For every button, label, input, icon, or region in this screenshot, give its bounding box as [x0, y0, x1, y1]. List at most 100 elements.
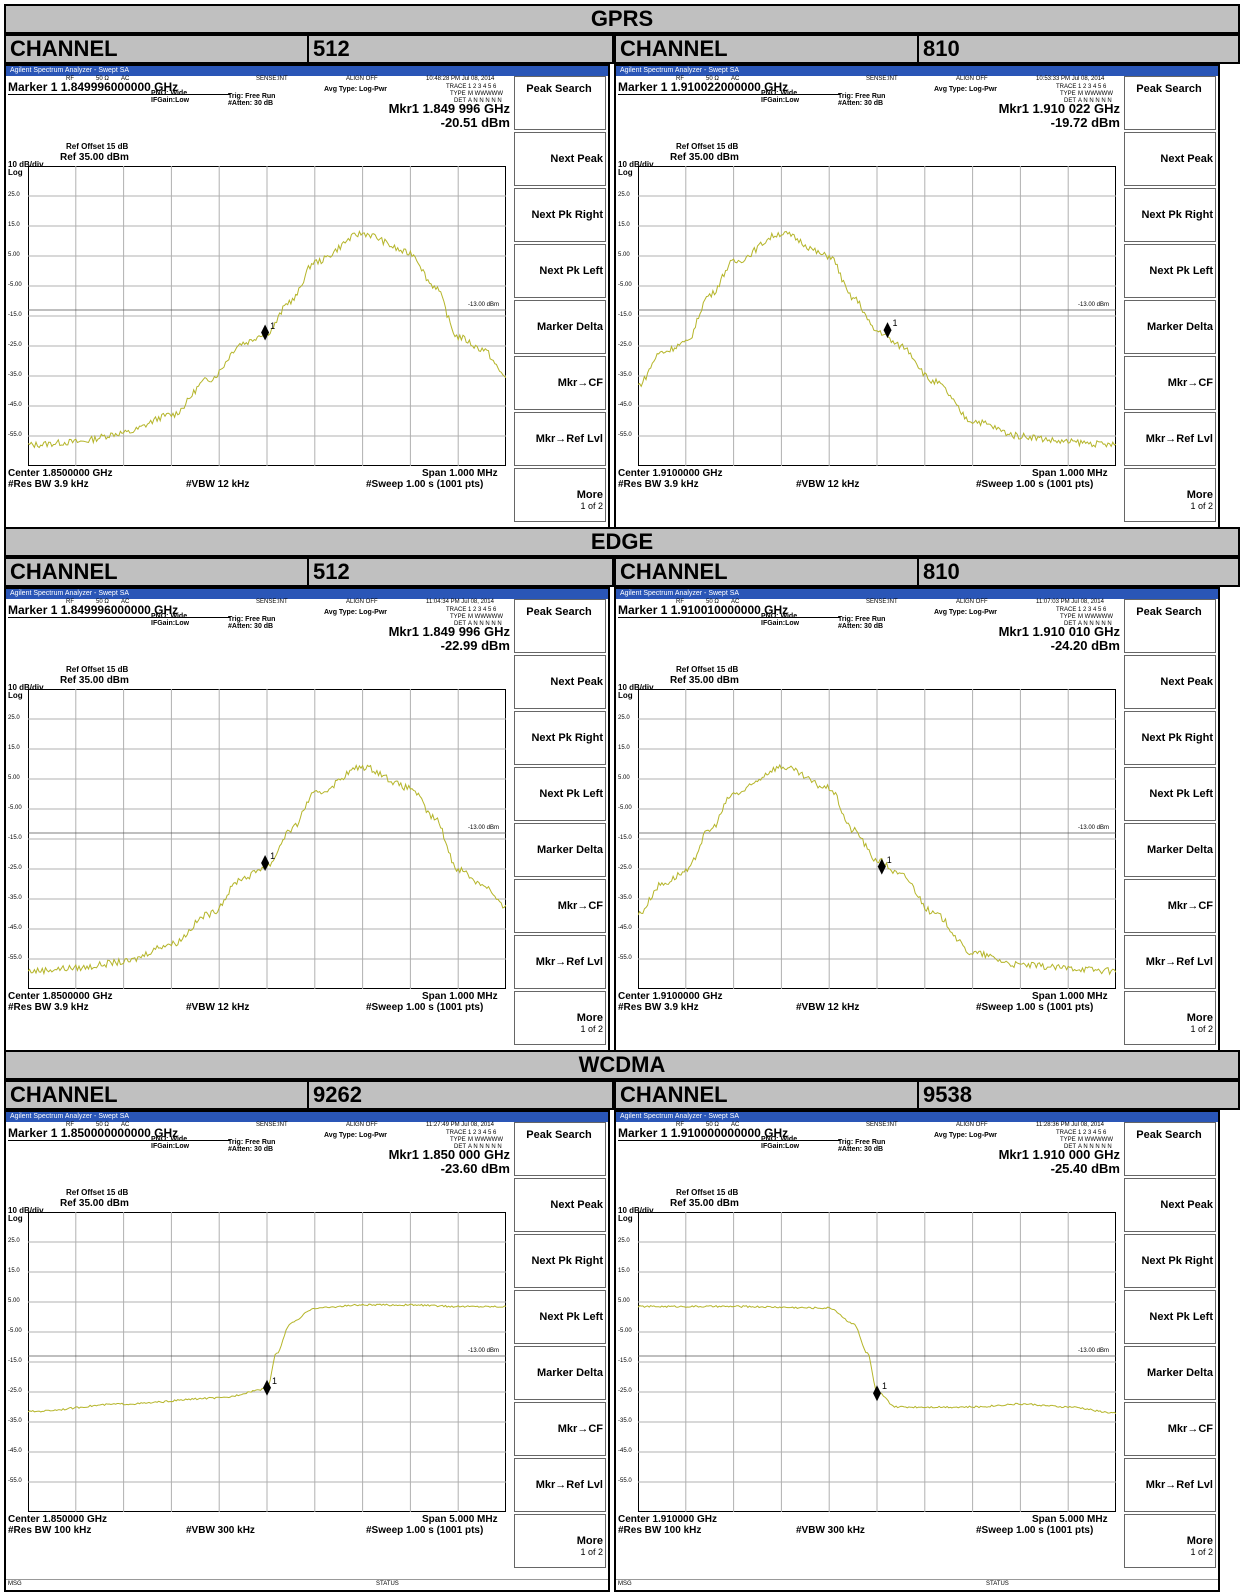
trace-digits: 1 2 3 4 5 6 [468, 607, 497, 613]
softkey-mkr-ref-lvl[interactable]: Mkr→Ref Lvl [514, 1458, 606, 1512]
log-label: Log [8, 168, 23, 177]
app-titlebar: Agilent Spectrum Analyzer - Swept SA [6, 66, 608, 76]
softkey-mkr-cf[interactable]: Mkr→CF [514, 356, 606, 410]
softkey-next-peak[interactable]: Next Peak [514, 655, 606, 709]
marker-frequency-readout[interactable]: Marker 1 1.910000000000 GHz [618, 1126, 840, 1141]
softkey-more[interactable]: More 1 of 2 [1124, 1514, 1216, 1568]
softkey-mkr-cf[interactable]: Mkr→CF [514, 879, 606, 933]
softkey-marker-delta[interactable]: Marker Delta [514, 823, 606, 877]
ifgain-label: IFGain:Low [761, 97, 800, 104]
spectrum-plot [638, 166, 1116, 466]
vbw-label: #VBW 12 kHz [186, 1002, 250, 1013]
softkey-peak-search[interactable]: Peak Search [1124, 1122, 1216, 1176]
marker-frequency-readout[interactable]: Marker 1 1.850000000000 GHz [8, 1126, 230, 1141]
marker-diamond-icon[interactable] [883, 322, 892, 339]
softkey-next-peak[interactable]: Next Peak [514, 1178, 606, 1232]
softkey-peak-search[interactable]: Peak Search [514, 599, 606, 653]
softkey-next-pk-right[interactable]: Next Pk Right [514, 711, 606, 765]
softkey-more[interactable]: More 1 of 2 [514, 991, 606, 1045]
softkey-mkr-ref-lvl[interactable]: Mkr→Ref Lvl [1124, 935, 1216, 989]
softkey-mkr-cf[interactable]: Mkr→CF [514, 1402, 606, 1456]
type-values: M WWWWW [468, 1137, 503, 1143]
marker-diamond-icon[interactable] [263, 1379, 271, 1396]
softkey-next-peak[interactable]: Next Peak [1124, 1178, 1216, 1232]
trace-row-label: TRACE [446, 84, 467, 90]
status-indicator[interactable]: STATUS [986, 1581, 1009, 1587]
softkey-next-peak[interactable]: Next Peak [1124, 655, 1216, 709]
softkey-next-pk-left[interactable]: Next Pk Left [514, 244, 606, 298]
ref-offset-label: Ref Offset 15 dB [66, 1188, 129, 1197]
softkey-mkr-ref-lvl[interactable]: Mkr→Ref Lvl [514, 412, 606, 466]
center-frequency: Center 1.9100000 GHz [618, 991, 723, 1002]
softkey-mkr-ref-lvl[interactable]: Mkr→Ref Lvl [1124, 412, 1216, 466]
ref-offset-label: Ref Offset 15 dB [676, 1188, 739, 1197]
y-tick-label: -15.0 [618, 312, 632, 318]
impedance-label: 50 Ω [706, 599, 719, 605]
softkey-next-pk-left[interactable]: Next Pk Left [514, 767, 606, 821]
softkey-next-peak[interactable]: Next Peak [514, 132, 606, 186]
timestamp: 10:48:28 PM Jul 08, 2014 [426, 76, 495, 82]
marker-frequency-readout[interactable]: Marker 1 1.910010000000 GHz [618, 603, 840, 618]
marker-readout-amplitude: -22.99 dBm [440, 638, 510, 653]
type-row-label: TYPE [1060, 614, 1076, 620]
softkey-marker-delta[interactable]: Marker Delta [514, 1346, 606, 1400]
softkey-next-pk-left[interactable]: Next Pk Left [1124, 1290, 1216, 1344]
marker-diamond-icon[interactable] [877, 858, 886, 875]
softkey-more[interactable]: More 1 of 2 [1124, 468, 1216, 522]
status-indicator[interactable]: STATUS [376, 1581, 399, 1587]
softkey-label: Peak Search [1136, 606, 1202, 618]
softkey-label: Next Peak [550, 676, 603, 688]
softkey-marker-delta[interactable]: Marker Delta [1124, 300, 1216, 354]
y-tick-label: -5.00 [8, 282, 22, 288]
softkey-next-pk-right[interactable]: Next Pk Right [1124, 188, 1216, 242]
marker-diamond-icon[interactable] [873, 1385, 881, 1402]
softkey-next-pk-left[interactable]: Next Pk Left [514, 1290, 606, 1344]
softkey-label: Next Peak [1160, 1199, 1213, 1211]
softkey-marker-delta[interactable]: Marker Delta [514, 300, 606, 354]
y-tick-label: -55.0 [618, 1478, 632, 1484]
softkey-marker-delta[interactable]: Marker Delta [1124, 823, 1216, 877]
softkey-next-peak[interactable]: Next Peak [1124, 132, 1216, 186]
softkey-marker-delta[interactable]: Marker Delta [1124, 1346, 1216, 1400]
softkey-next-pk-right[interactable]: Next Pk Right [1124, 1234, 1216, 1288]
softkey-mkr-cf[interactable]: Mkr→CF [1124, 879, 1216, 933]
type-row-label: TYPE [450, 614, 466, 620]
marker-frequency-readout[interactable]: Marker 1 1.849996000000 GHz [8, 603, 230, 618]
y-tick-label: 5.00 [8, 775, 20, 781]
softkey-peak-search[interactable]: Peak Search [1124, 76, 1216, 130]
softkey-next-pk-right[interactable]: Next Pk Right [1124, 711, 1216, 765]
softkey-mkr-ref-lvl[interactable]: Mkr→Ref Lvl [1124, 1458, 1216, 1512]
section-title: EDGE [4, 527, 1240, 557]
vbw-label: #VBW 12 kHz [186, 479, 250, 490]
softkey-mkr-cf[interactable]: Mkr→CF [1124, 1402, 1216, 1456]
softkey-peak-search[interactable]: Peak Search [1124, 599, 1216, 653]
softkey-next-pk-left[interactable]: Next Pk Left [1124, 767, 1216, 821]
channel-label: CHANNEL [614, 34, 919, 64]
softkey-next-pk-left[interactable]: Next Pk Left [1124, 244, 1216, 298]
ref-level-label: Ref 35.00 dBm [670, 152, 739, 163]
sweep-label: #Sweep 1.00 s (1001 pts) [976, 1002, 1094, 1013]
marker-frequency-readout[interactable]: Marker 1 1.910022000000 GHz [618, 80, 840, 95]
softkey-peak-search[interactable]: Peak Search [514, 76, 606, 130]
softkey-mkr-cf[interactable]: Mkr→CF [1124, 356, 1216, 410]
softkey-more[interactable]: More 1 of 2 [514, 468, 606, 522]
softkey-peak-search[interactable]: Peak Search [514, 1122, 606, 1176]
trace-digits: 1 2 3 4 5 6 [1078, 607, 1107, 613]
message-bar: MSG STATUS [616, 1579, 1218, 1590]
y-tick-label: 15.0 [618, 745, 630, 751]
softkey-mkr-ref-lvl[interactable]: Mkr→Ref Lvl [514, 935, 606, 989]
log-label: Log [618, 691, 633, 700]
softkey-next-pk-right[interactable]: Next Pk Right [514, 1234, 606, 1288]
rf-label: RF [676, 599, 684, 605]
marker-number-label: 1 [892, 318, 898, 329]
marker-frequency-readout[interactable]: Marker 1 1.849996000000 GHz [8, 80, 230, 95]
softkey-more[interactable]: More 1 of 2 [514, 1514, 606, 1568]
softkey-label: More [576, 1535, 603, 1547]
impedance-label: 50 Ω [96, 599, 109, 605]
marker-diamond-icon[interactable] [261, 324, 270, 341]
softkey-next-pk-right[interactable]: Next Pk Right [514, 188, 606, 242]
center-frequency: Center 1.8500000 GHz [8, 468, 113, 479]
spectrum-analyzer-screenshot: Agilent Spectrum Analyzer - Swept SA RF 50… [4, 587, 610, 1069]
marker-diamond-icon[interactable] [261, 854, 270, 871]
softkey-more[interactable]: More 1 of 2 [1124, 991, 1216, 1045]
